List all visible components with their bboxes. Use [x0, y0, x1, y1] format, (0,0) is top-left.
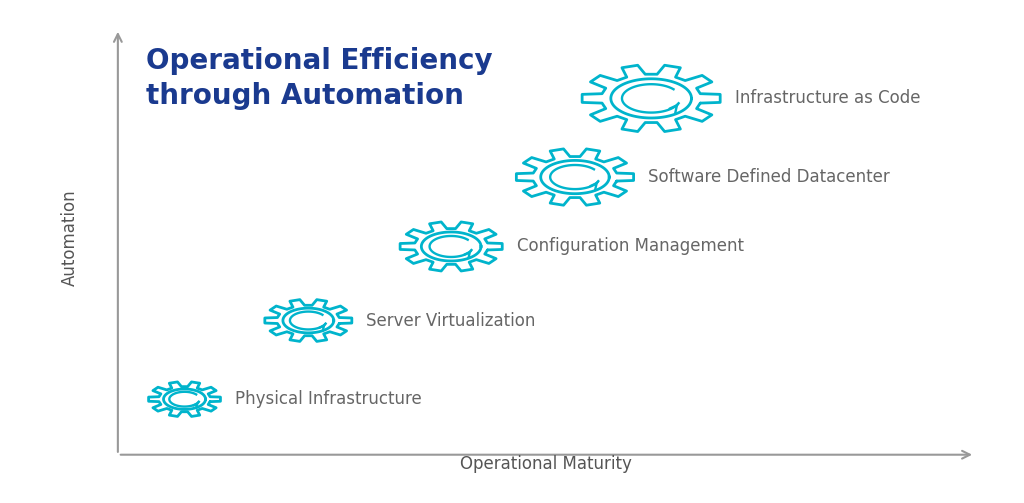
- Text: Infrastructure as Code: Infrastructure as Code: [735, 90, 921, 107]
- Text: Physical Infrastructure: Physical Infrastructure: [234, 390, 422, 408]
- Text: Configuration Management: Configuration Management: [517, 237, 743, 256]
- Text: Software Defined Datacenter: Software Defined Datacenter: [648, 168, 890, 186]
- Text: Server Virtualization: Server Virtualization: [367, 311, 536, 329]
- Text: Operational Maturity: Operational Maturity: [461, 455, 633, 473]
- Text: Operational Efficiency
through Automation: Operational Efficiency through Automatio…: [146, 47, 494, 110]
- Text: Automation: Automation: [61, 189, 79, 286]
